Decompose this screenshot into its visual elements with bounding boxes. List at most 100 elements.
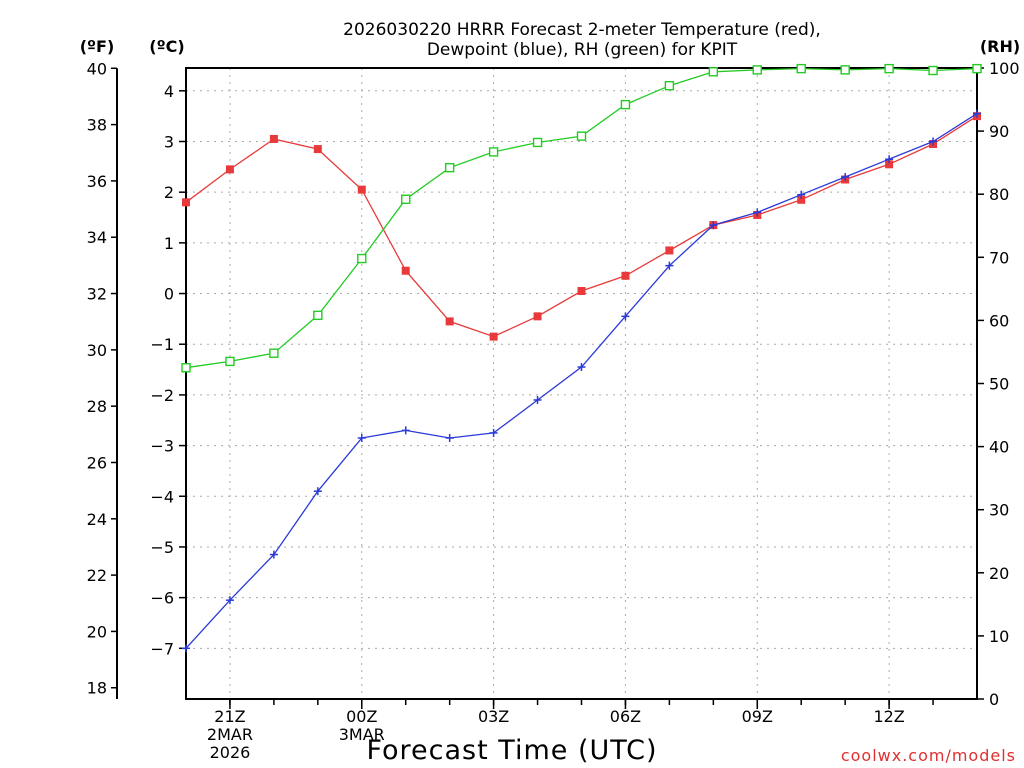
x-tick-label: 03Z — [478, 707, 509, 726]
data-point-dewpoint — [709, 221, 718, 230]
fahrenheit-tick-label: 40 — [87, 59, 107, 78]
x-tick-sublabel: 2MAR — [207, 725, 253, 744]
data-point-dewpoint — [533, 395, 542, 404]
fahrenheit-tick-label: 32 — [87, 285, 107, 304]
data-point-dewpoint — [797, 190, 806, 199]
fahrenheit-tick-label: 34 — [87, 228, 107, 247]
series-temperature — [182, 112, 981, 341]
data-point-rh — [664, 80, 675, 91]
data-point-dewpoint — [269, 550, 278, 559]
data-point-temperature — [665, 246, 674, 255]
celsius-tick-label: −2 — [150, 386, 174, 405]
rh-tick-label: 80 — [989, 185, 1009, 204]
data-point-dewpoint — [841, 172, 850, 181]
series-dewpoint — [182, 109, 981, 653]
credit-label: coolwx.com/models — [841, 746, 1016, 765]
data-point-temperature — [357, 185, 366, 194]
rh-tick-label: 90 — [989, 122, 1009, 141]
data-point-temperature — [533, 312, 542, 321]
fahrenheit-tick-label: 36 — [87, 172, 107, 191]
data-point-dewpoint — [577, 363, 586, 372]
data-point-dewpoint — [182, 644, 190, 653]
rh-tick-label: 30 — [989, 501, 1009, 520]
data-point-rh — [752, 65, 762, 75]
rh-tick-label: 40 — [989, 438, 1009, 457]
celsius-tick-label: 3 — [164, 132, 174, 151]
data-point-temperature — [577, 287, 586, 296]
chart-title-line-1: 2026030220 HRRR Forecast 2-meter Tempera… — [343, 20, 821, 40]
data-point-dewpoint — [445, 433, 454, 442]
data-point-rh — [928, 65, 938, 76]
data-point-dewpoint — [357, 433, 366, 442]
x-tick-label: 00Z — [346, 707, 377, 726]
x-tick-label: 09Z — [742, 707, 773, 726]
celsius-tick-label: 4 — [164, 82, 174, 101]
series-line-temperature — [185, 115, 978, 338]
x-tick-sublabel: 3MAR — [339, 725, 385, 744]
data-point-temperature — [313, 145, 322, 154]
data-point-dewpoint — [753, 208, 762, 217]
data-point-temperature — [885, 160, 894, 169]
x-axis-label: Forecast Time (UTC) — [366, 735, 657, 766]
data-point-temperature — [621, 271, 630, 280]
celsius-tick-label: −5 — [150, 538, 174, 557]
data-point-rh — [181, 363, 191, 373]
data-point-dewpoint — [665, 261, 674, 270]
x-tick-label: 06Z — [610, 707, 641, 726]
series-line-dewpoint — [185, 113, 978, 649]
rh-tick-label: 60 — [989, 311, 1009, 330]
data-point-dewpoint — [489, 428, 498, 437]
data-point-rh — [576, 131, 587, 141]
celsius-tick-label: 2 — [164, 183, 174, 202]
data-point-rh — [225, 356, 235, 367]
celsius-unit-label: (ºC) — [149, 37, 184, 56]
data-point-rh — [620, 99, 631, 110]
data-point-temperature — [401, 266, 410, 275]
data-point-dewpoint — [973, 109, 981, 118]
data-point-dewpoint — [621, 312, 630, 321]
fahrenheit-tick-label: 24 — [87, 510, 107, 529]
celsius-tick-label: −1 — [150, 335, 174, 354]
plot-frame — [185, 67, 978, 700]
data-point-temperature — [797, 195, 806, 204]
data-point-rh — [708, 67, 719, 77]
data-point-temperature — [489, 332, 498, 341]
x-tick-label: 21Z — [214, 707, 245, 726]
rh-tick-label: 10 — [989, 627, 1009, 646]
rh-tick-label: 50 — [989, 375, 1009, 394]
data-point-dewpoint — [401, 426, 410, 435]
data-point-rh — [884, 63, 894, 74]
chart-title-line-2: Dewpoint (blue), RH (green) for KPIT — [427, 40, 738, 60]
data-point-temperature — [269, 134, 278, 143]
rh-tick-label: 20 — [989, 564, 1009, 583]
grid-lines — [186, 68, 977, 699]
data-point-dewpoint — [225, 596, 234, 605]
data-point-rh — [401, 194, 411, 204]
fahrenheit-unit-label: (ºF) — [80, 37, 115, 56]
data-point-dewpoint — [929, 137, 938, 146]
data-point-rh — [972, 63, 982, 74]
celsius-tick-label: 0 — [164, 285, 174, 304]
fahrenheit-tick-label: 22 — [87, 566, 107, 585]
celsius-tick-label: 1 — [164, 234, 174, 253]
data-point-temperature — [225, 165, 234, 174]
data-point-rh — [532, 137, 543, 148]
series-rh — [181, 63, 982, 373]
data-point-temperature — [182, 198, 190, 207]
fahrenheit-tick-label: 38 — [87, 116, 107, 135]
fahrenheit-tick-label: 30 — [87, 341, 107, 360]
celsius-tick-label: −7 — [150, 639, 174, 658]
data-point-dewpoint — [313, 487, 322, 496]
rh-tick-label: 0 — [989, 690, 999, 709]
data-point-rh — [444, 162, 455, 173]
rh-tick-label: 70 — [989, 248, 1009, 267]
data-point-rh — [357, 253, 367, 264]
rh-unit-label: (RH) — [980, 37, 1020, 56]
x-tick-sublabel: 2026 — [210, 743, 251, 762]
data-point-dewpoint — [885, 155, 894, 164]
series-line-rh — [185, 67, 978, 369]
data-point-rh — [796, 63, 806, 74]
celsius-tick-label: −6 — [150, 589, 174, 608]
data-point-temperature — [445, 317, 454, 326]
